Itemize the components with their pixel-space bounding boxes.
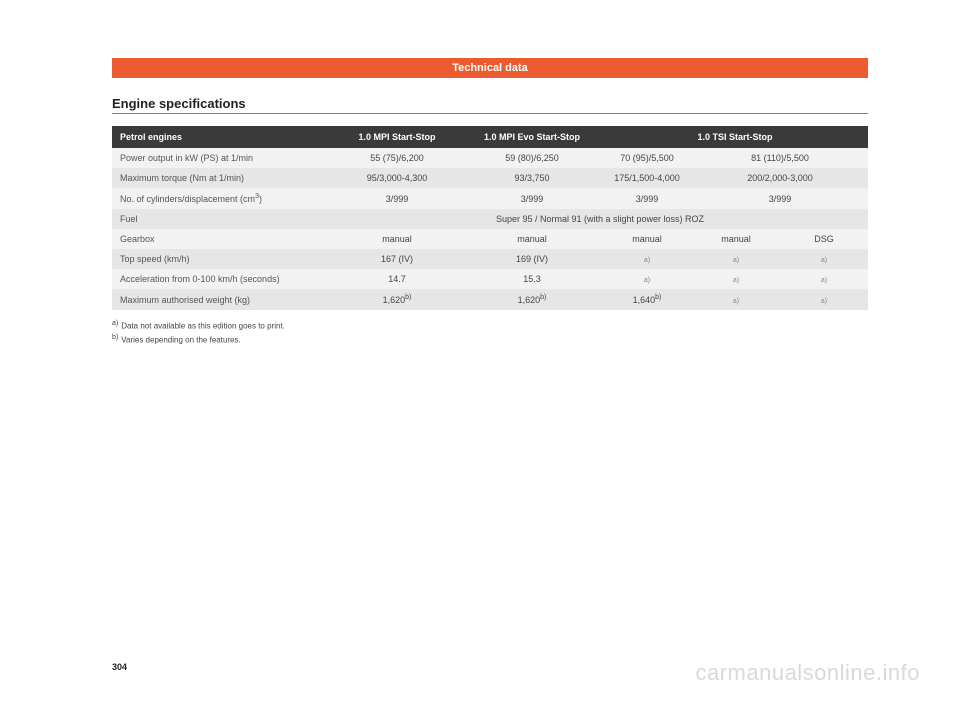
cell: 70 (95)/5,500	[602, 148, 692, 168]
footnotes: a)Data not available as this edition goe…	[112, 320, 868, 344]
header-col: 1.0 MPI Start-Stop	[332, 126, 462, 148]
footnote-ref: a)	[733, 277, 739, 284]
spec-table-body: Power output in kW (PS) at 1/min55 (75)/…	[112, 148, 868, 310]
cell: 1,640b)	[602, 289, 692, 310]
table-row: GearboxmanualmanualmanualmanualDSG	[112, 229, 868, 249]
spec-table: Petrol engines1.0 MPI Start-Stop1.0 MPI …	[112, 126, 868, 310]
cell: manual	[692, 229, 780, 249]
watermark: carmanualsonline.info	[695, 660, 920, 686]
cell: 95/3,000-4,300	[332, 168, 462, 188]
table-row: FuelSuper 95 / Normal 91 (with a slight …	[112, 209, 868, 229]
cell: 1,620b)	[332, 289, 462, 310]
row-label: Acceleration from 0-100 km/h (seconds)	[112, 269, 332, 289]
cell: 3/999	[602, 188, 692, 209]
cell: 81 (110)/5,500	[692, 148, 868, 168]
superscript: 3	[255, 193, 259, 200]
row-label: Gearbox	[112, 229, 332, 249]
cell: 3/999	[462, 188, 602, 209]
header-row: Petrol engines1.0 MPI Start-Stop1.0 MPI …	[112, 126, 868, 148]
cell: a)	[780, 269, 868, 289]
cell: a)	[780, 249, 868, 269]
cell: manual	[602, 229, 692, 249]
section-title-text: Engine specifications	[112, 96, 246, 111]
row-label: Maximum torque (Nm at 1/min)	[112, 168, 332, 188]
cell: DSG	[780, 229, 868, 249]
cell: 14.7	[332, 269, 462, 289]
title-banner-text: Technical data	[452, 62, 528, 74]
footnote-ref: a)	[644, 277, 650, 284]
footnote: b)Varies depending on the features.	[112, 334, 868, 345]
superscript: b)	[405, 294, 411, 301]
cell: 93/3,750	[462, 168, 602, 188]
footnote: a)Data not available as this edition goe…	[112, 320, 868, 331]
cell: a)	[692, 269, 780, 289]
cell: 15.3	[462, 269, 602, 289]
page-container: Technical data Engine specifications Pet…	[0, 0, 960, 344]
footnote-mark: a)	[112, 320, 118, 327]
cell: a)	[602, 269, 692, 289]
cell: 3/999	[332, 188, 462, 209]
cell: Super 95 / Normal 91 (with a slight powe…	[332, 209, 868, 229]
cell: manual	[332, 229, 462, 249]
cell: 169 (IV)	[462, 249, 602, 269]
cell: 1,620b)	[462, 289, 602, 310]
row-label: Power output in kW (PS) at 1/min	[112, 148, 332, 168]
footnote-ref: a)	[644, 257, 650, 264]
row-label: No. of cylinders/displacement (cm3)	[112, 188, 332, 209]
cell: 59 (80)/6,250	[462, 148, 602, 168]
cell: 175/1,500-4,000	[602, 168, 692, 188]
spec-table-head: Petrol engines1.0 MPI Start-Stop1.0 MPI …	[112, 126, 868, 148]
header-col: 1.0 MPI Evo Start-Stop	[462, 126, 602, 148]
footnote-ref: a)	[821, 257, 827, 264]
table-row: Acceleration from 0-100 km/h (seconds)14…	[112, 269, 868, 289]
cell: 3/999	[692, 188, 868, 209]
watermark-text: carmanualsonline.info	[695, 660, 920, 685]
footnote-ref: a)	[733, 298, 739, 305]
row-label: Top speed (km/h)	[112, 249, 332, 269]
table-row: Maximum torque (Nm at 1/min)95/3,000-4,3…	[112, 168, 868, 188]
cell: manual	[462, 229, 602, 249]
table-row: Maximum authorised weight (kg)1,620b)1,6…	[112, 289, 868, 310]
table-row: Power output in kW (PS) at 1/min55 (75)/…	[112, 148, 868, 168]
header-col: 1.0 TSI Start-Stop	[602, 126, 868, 148]
table-row: No. of cylinders/displacement (cm3)3/999…	[112, 188, 868, 209]
cell: a)	[692, 289, 780, 310]
cell: 200/2,000-3,000	[692, 168, 868, 188]
title-banner: Technical data	[112, 58, 868, 78]
row-label: Fuel	[112, 209, 332, 229]
cell: 55 (75)/6,200	[332, 148, 462, 168]
section-title: Engine specifications	[112, 96, 868, 114]
footnote-ref: a)	[733, 257, 739, 264]
header-rowlabel: Petrol engines	[112, 126, 332, 148]
footnote-ref: a)	[821, 277, 827, 284]
footnote-mark: b)	[112, 334, 118, 341]
table-row: Top speed (km/h)167 (IV)169 (IV) a) a) a)	[112, 249, 868, 269]
superscript: b)	[655, 294, 661, 301]
row-label: Maximum authorised weight (kg)	[112, 289, 332, 310]
cell: a)	[780, 289, 868, 310]
cell: a)	[602, 249, 692, 269]
footnote-ref: a)	[821, 298, 827, 305]
cell: a)	[692, 249, 780, 269]
page-number-text: 304	[112, 662, 127, 672]
cell: 167 (IV)	[332, 249, 462, 269]
superscript: b)	[540, 294, 546, 301]
page-number: 304	[112, 662, 127, 672]
